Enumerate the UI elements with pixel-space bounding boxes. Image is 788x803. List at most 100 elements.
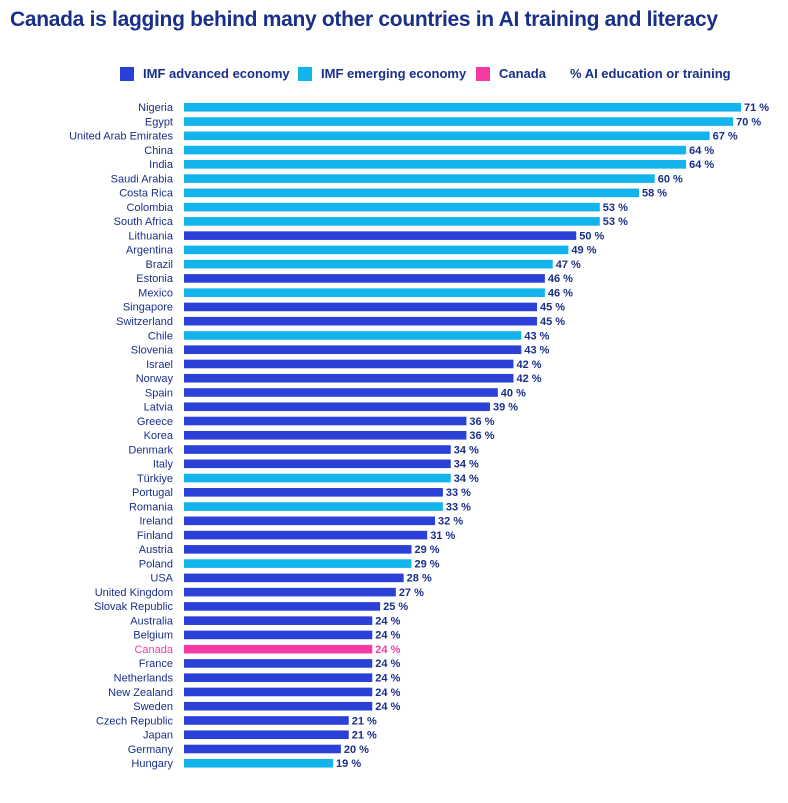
bar-turkiye: [184, 473, 451, 483]
value-label-slovenia: 43 %: [524, 345, 549, 357]
bar-south-africa: [184, 217, 600, 226]
category-label-canada: Canada: [134, 644, 173, 656]
legend-label-emerging: IMF emerging economy: [321, 66, 467, 81]
value-label-netherlands: 24 %: [375, 673, 400, 685]
category-label-slovak-republic: Slovak Republic: [94, 601, 173, 613]
bar-portugal: [184, 488, 443, 497]
legend-label-canada: Canada: [499, 66, 546, 81]
bar-sweden: [184, 701, 373, 711]
value-label-south-africa: 53 %: [603, 216, 628, 228]
bar-netherlands: [184, 673, 373, 682]
category-label-spain: Spain: [145, 387, 173, 399]
bar-slovak-republic: [184, 602, 381, 611]
category-label-lithuania: Lithuania: [128, 230, 174, 242]
category-label-denmark: Denmark: [128, 444, 173, 456]
value-label-costa-rica: 58 %: [642, 188, 667, 200]
category-label-latvia: Latvia: [144, 402, 174, 414]
bar-spain: [184, 388, 498, 397]
category-label-costa-rica: Costa Rica: [119, 188, 174, 200]
chart-title: Canada is lagging behind many other coun…: [10, 8, 718, 31]
legend-value-caption-label: % AI education or training: [570, 66, 731, 81]
bar-poland: [184, 559, 412, 568]
legend-value-caption: % AI education or training: [570, 66, 731, 81]
category-label-austria: Austria: [139, 544, 174, 556]
category-label-czech-republic: Czech Republic: [96, 715, 174, 727]
category-label-argentina: Argentina: [126, 245, 174, 257]
value-label-korea: 36 %: [469, 430, 494, 442]
category-label-sweden: Sweden: [133, 701, 173, 713]
bar-costa-rica: [184, 188, 640, 198]
bar-new-zealand: [184, 687, 373, 697]
bar-united-kingdom: [184, 587, 396, 597]
value-label-india: 64 %: [689, 159, 714, 171]
value-label-saudi-arabia: 60 %: [658, 173, 683, 185]
bar-greece: [184, 416, 467, 426]
value-label-poland: 29 %: [415, 558, 440, 570]
category-label-australia: Australia: [130, 615, 174, 627]
category-label-hungary: Hungary: [131, 758, 173, 770]
category-label-nigeria: Nigeria: [138, 102, 174, 114]
bar-chile: [184, 331, 522, 340]
value-label-ireland: 32 %: [438, 516, 463, 528]
bar-lithuania: [184, 231, 577, 240]
bar-hungary: [184, 758, 334, 768]
category-label-estonia: Estonia: [136, 273, 174, 285]
category-label-usa: USA: [150, 573, 173, 585]
value-label-turkiye: 34 %: [454, 473, 479, 485]
category-label-ireland: Ireland: [139, 516, 173, 528]
value-label-new-zealand: 24 %: [375, 687, 400, 699]
category-label-united-arab-emirates: United Arab Emirates: [69, 131, 173, 143]
bar-ireland: [184, 516, 436, 526]
legend: IMF advanced economy IMF emerging econom…: [0, 66, 788, 86]
category-label-belgium: Belgium: [133, 630, 173, 642]
value-label-lithuania: 50 %: [579, 230, 604, 242]
value-label-australia: 24 %: [375, 615, 400, 627]
value-label-finland: 31 %: [430, 530, 455, 542]
bar-belgium: [184, 630, 373, 640]
value-label-china: 64 %: [689, 145, 714, 157]
legend-label-advanced: IMF advanced economy: [143, 66, 290, 81]
value-label-denmark: 34 %: [454, 444, 479, 456]
value-label-mexico: 46 %: [548, 287, 573, 299]
category-label-turkiye: Türkiye: [137, 473, 173, 485]
bar-usa: [184, 573, 404, 583]
bar-united-arab-emirates: [184, 131, 710, 141]
bar-latvia: [184, 402, 490, 412]
bar-germany: [184, 744, 341, 754]
value-label-spain: 40 %: [501, 387, 526, 399]
bar-romania: [184, 502, 443, 511]
legend-item-emerging: IMF emerging economy: [298, 66, 466, 81]
value-label-colombia: 53 %: [603, 202, 628, 214]
bar-saudi-arabia: [184, 174, 655, 183]
value-label-italy: 34 %: [454, 459, 479, 471]
value-label-norway: 42 %: [516, 373, 541, 385]
value-label-united-kingdom: 27 %: [399, 587, 424, 599]
bar-argentina: [184, 245, 569, 255]
value-label-brazil: 47 %: [556, 259, 581, 271]
value-label-hungary: 19 %: [336, 758, 361, 770]
bar-colombia: [184, 202, 600, 212]
bar-norway: [184, 373, 514, 383]
category-label-portugal: Portugal: [132, 487, 173, 499]
legend-swatch-advanced: [120, 66, 134, 81]
bar-finland: [184, 530, 428, 540]
bar-china: [184, 145, 687, 155]
category-label-singapore: Singapore: [123, 302, 173, 314]
category-label-china: China: [144, 145, 174, 157]
category-label-israel: Israel: [146, 359, 173, 371]
bar-nigeria: [184, 103, 741, 112]
category-label-mexico: Mexico: [138, 287, 173, 299]
value-label-canada: 24 %: [375, 644, 400, 656]
value-label-slovak-republic: 25 %: [383, 601, 408, 613]
bar-slovenia: [184, 345, 522, 355]
value-label-france: 24 %: [375, 658, 400, 670]
value-label-chile: 43 %: [524, 330, 549, 342]
category-label-india: India: [149, 159, 174, 171]
category-label-saudi-arabia: Saudi Arabia: [111, 173, 174, 185]
category-label-romania: Romania: [129, 501, 174, 513]
category-label-korea: Korea: [144, 430, 174, 442]
bar-denmark: [184, 445, 451, 454]
bar-korea: [184, 430, 467, 440]
bar-australia: [184, 616, 373, 625]
